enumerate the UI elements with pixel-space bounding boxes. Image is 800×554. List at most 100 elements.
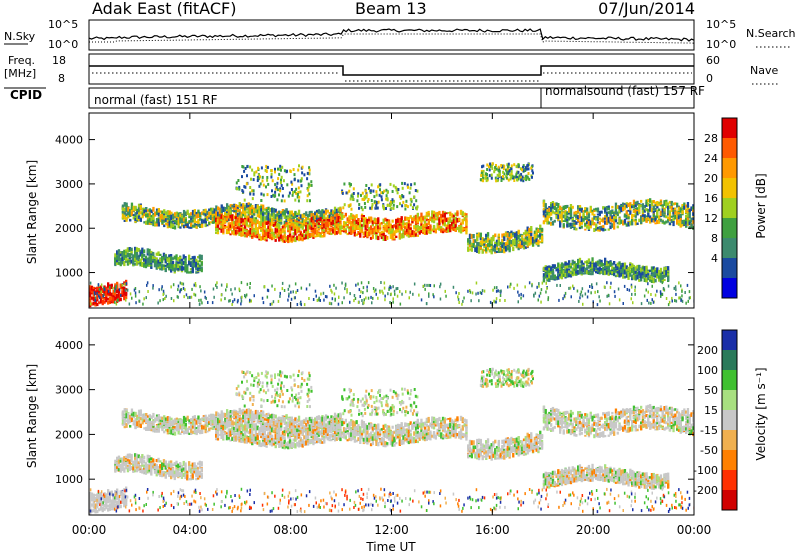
- power-cell: [688, 226, 691, 230]
- power-cell: [551, 203, 555, 209]
- power-cell: [667, 276, 670, 282]
- power-cell: [281, 209, 285, 213]
- power-speckle: [609, 285, 612, 289]
- power-cell: [213, 221, 216, 224]
- power-cell: [159, 266, 162, 269]
- power-cell: [676, 205, 679, 208]
- power-cell: [353, 215, 356, 221]
- power-cell: [317, 209, 320, 214]
- power-cell: [195, 267, 198, 271]
- power-cell: [330, 227, 333, 232]
- power-cell: [312, 233, 315, 238]
- power-speckle: [478, 299, 480, 303]
- power-cell: [200, 224, 204, 228]
- power-cell: [227, 214, 230, 219]
- power-cell: [143, 253, 146, 257]
- power-cell: [216, 231, 220, 235]
- power-cell: [625, 268, 628, 272]
- power-cell: [360, 215, 364, 220]
- power-cell: [578, 224, 582, 227]
- power-cell: [593, 262, 596, 268]
- power-cell: [530, 226, 533, 231]
- power-speckle: [172, 283, 175, 287]
- power-cell: [557, 203, 560, 208]
- power-cell: [465, 218, 468, 222]
- power-cell: [125, 253, 128, 256]
- power-cell: [123, 295, 126, 301]
- power-cell: [604, 271, 607, 276]
- power-cell: [306, 235, 310, 240]
- power-cell: [513, 232, 517, 238]
- power-cell: [641, 217, 645, 221]
- power-cell: [405, 228, 409, 234]
- power-cell: [204, 218, 207, 224]
- power-cell: [539, 228, 542, 231]
- power-cell: [240, 213, 243, 217]
- power-cell: [328, 223, 331, 227]
- power-cell: [659, 272, 663, 278]
- power-cell: [315, 229, 319, 235]
- power-cell: [119, 257, 122, 261]
- power-cell: [414, 220, 418, 225]
- power-cell: [175, 268, 178, 271]
- power-cell: [641, 275, 645, 278]
- power-cell: [267, 225, 270, 230]
- power-cell: [193, 264, 196, 267]
- power-cell: [290, 214, 293, 217]
- power-cell: [238, 202, 241, 207]
- power-cell: [377, 225, 380, 231]
- power-cell: [240, 228, 243, 232]
- power-cell: [616, 211, 619, 215]
- power-cell: [557, 208, 560, 211]
- power-cell: [440, 226, 443, 229]
- power-cell: [490, 236, 493, 241]
- power-cell: [486, 246, 490, 251]
- power-speckle: [429, 284, 432, 287]
- power-cell: [555, 215, 558, 219]
- power-cell: [350, 224, 353, 229]
- power-cell: [123, 286, 126, 290]
- power-cell: [564, 272, 567, 278]
- power-cell: [189, 268, 193, 271]
- power-cell: [217, 206, 220, 211]
- power-cell: [123, 249, 126, 255]
- power-cell: [208, 208, 211, 212]
- power-cell: [577, 215, 580, 219]
- power-cell: [508, 241, 511, 244]
- power-cell: [224, 226, 227, 229]
- power-speckle: [288, 294, 290, 298]
- power-cell: [573, 220, 576, 223]
- power-cell: [681, 204, 684, 207]
- power-cell: [400, 216, 403, 222]
- power-cell: [609, 222, 612, 225]
- power-cell: [580, 221, 583, 225]
- power-cell: [474, 245, 477, 250]
- power-speckle: [457, 297, 460, 301]
- power-cell: [564, 211, 567, 216]
- power-cell: [292, 232, 295, 235]
- power-cell: [114, 290, 117, 296]
- power-cell: [652, 272, 655, 277]
- power-cell: [332, 219, 335, 225]
- power-cell: [613, 216, 616, 219]
- power-speckle: [507, 285, 509, 289]
- power-cell: [355, 233, 358, 237]
- power-cell: [409, 223, 412, 226]
- power-cell: [281, 228, 284, 233]
- power-cell: [312, 229, 315, 234]
- power-cell: [249, 211, 252, 216]
- power-cell: [369, 217, 373, 223]
- power-speckle: [358, 288, 361, 292]
- power-speckle: [240, 302, 242, 306]
- power-cell: [420, 217, 423, 223]
- power-cell: [220, 225, 223, 229]
- power-cell: [105, 287, 108, 293]
- power-cell: [571, 268, 574, 272]
- power-speckle: [96, 292, 98, 295]
- power-cell: [398, 234, 401, 239]
- power-cell: [145, 207, 148, 212]
- power-cell: [578, 257, 582, 264]
- power-cell: [335, 218, 338, 222]
- power-cell: [593, 208, 596, 213]
- power-cell: [551, 269, 555, 272]
